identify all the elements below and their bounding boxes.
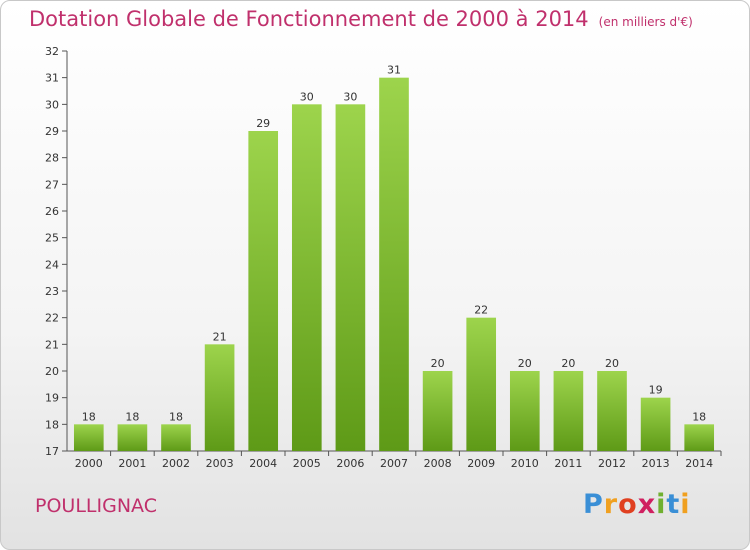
logo-letter: t <box>666 489 681 520</box>
bar-value-label: 18 <box>125 410 139 423</box>
x-tick-label: 2006 <box>336 457 364 470</box>
y-tick-label: 24 <box>45 258 59 271</box>
logo-letter: P <box>583 489 604 520</box>
commune-name: POULLIGNAC <box>35 495 157 517</box>
bar-value-label: 18 <box>692 410 706 423</box>
bar-value-label: 31 <box>387 64 401 77</box>
y-tick-label: 28 <box>45 152 59 165</box>
bar-2014 <box>684 424 715 451</box>
x-tick-label: 2003 <box>206 457 234 470</box>
bar-2008 <box>422 371 453 451</box>
bar-2000 <box>73 424 104 451</box>
x-tick-label: 2011 <box>554 457 582 470</box>
y-tick-label: 23 <box>45 285 59 298</box>
bar-2010 <box>509 371 540 451</box>
chart-bars <box>73 77 715 452</box>
bar-2004 <box>248 131 279 451</box>
y-tick-label: 17 <box>45 445 59 458</box>
y-tick-label: 19 <box>45 392 59 405</box>
x-tick-label: 2014 <box>685 457 713 470</box>
bar-2005 <box>291 104 322 451</box>
logo-letter: r <box>603 489 619 520</box>
bar-2002 <box>161 424 191 451</box>
bar-value-label: 20 <box>605 357 619 370</box>
chart-title: Dotation Globale de Fonctionnement de 20… <box>29 7 693 31</box>
y-tick-label: 30 <box>45 98 59 111</box>
y-tick-label: 21 <box>45 338 59 351</box>
bar-2011 <box>553 371 584 451</box>
bar-2009 <box>466 317 497 451</box>
logo-letter: o <box>618 489 638 520</box>
logo-letter: i <box>656 489 667 520</box>
x-tick-label: 2002 <box>162 457 190 470</box>
x-tick-label: 2000 <box>75 457 103 470</box>
chart-subtitle: (en milliers d'€) <box>598 15 693 29</box>
bar-value-label: 20 <box>431 357 445 370</box>
bar-2013 <box>640 397 671 451</box>
y-tick-label: 25 <box>45 232 59 245</box>
bar-value-label: 21 <box>213 330 227 343</box>
bar-2006 <box>335 104 366 451</box>
y-tick-label: 18 <box>45 418 59 431</box>
chart-labels: 17 18 19 20 21 22 23 24 25 26 27 28 29 30 31 32 2000 18 20… <box>45 45 713 470</box>
bar-2007 <box>379 77 409 452</box>
y-tick-label: 31 <box>45 72 59 85</box>
bar-value-label: 29 <box>256 117 270 130</box>
y-tick-label: 20 <box>45 365 59 378</box>
y-tick-label: 26 <box>45 205 59 218</box>
x-tick-label: 2007 <box>380 457 408 470</box>
bar-value-label: 30 <box>343 90 357 103</box>
x-tick-label: 2005 <box>293 457 321 470</box>
logo-letter: x <box>637 489 657 520</box>
logo-letter: i <box>680 489 691 520</box>
bar-value-label: 20 <box>561 357 575 370</box>
y-tick-label: 29 <box>45 125 59 138</box>
bar-2003 <box>204 344 235 451</box>
x-tick-label: 2012 <box>598 457 626 470</box>
y-tick-label: 32 <box>45 45 59 58</box>
y-tick-label: 27 <box>45 178 59 191</box>
proxiti-logo: Proxiti <box>583 489 691 520</box>
bar-2012 <box>597 371 627 451</box>
bar-value-label: 20 <box>518 357 532 370</box>
x-tick-label: 2009 <box>467 457 495 470</box>
x-tick-label: 2004 <box>249 457 277 470</box>
x-tick-label: 2013 <box>642 457 670 470</box>
y-tick-label: 22 <box>45 312 59 325</box>
bar-value-label: 19 <box>649 384 663 397</box>
bar-value-label: 18 <box>169 410 183 423</box>
bar-value-label: 22 <box>474 304 488 317</box>
bar-2001 <box>117 424 148 451</box>
bar-value-label: 30 <box>300 90 314 103</box>
bar-value-label: 18 <box>82 410 96 423</box>
x-tick-label: 2010 <box>511 457 539 470</box>
x-tick-label: 2001 <box>118 457 146 470</box>
x-tick-label: 2008 <box>424 457 452 470</box>
